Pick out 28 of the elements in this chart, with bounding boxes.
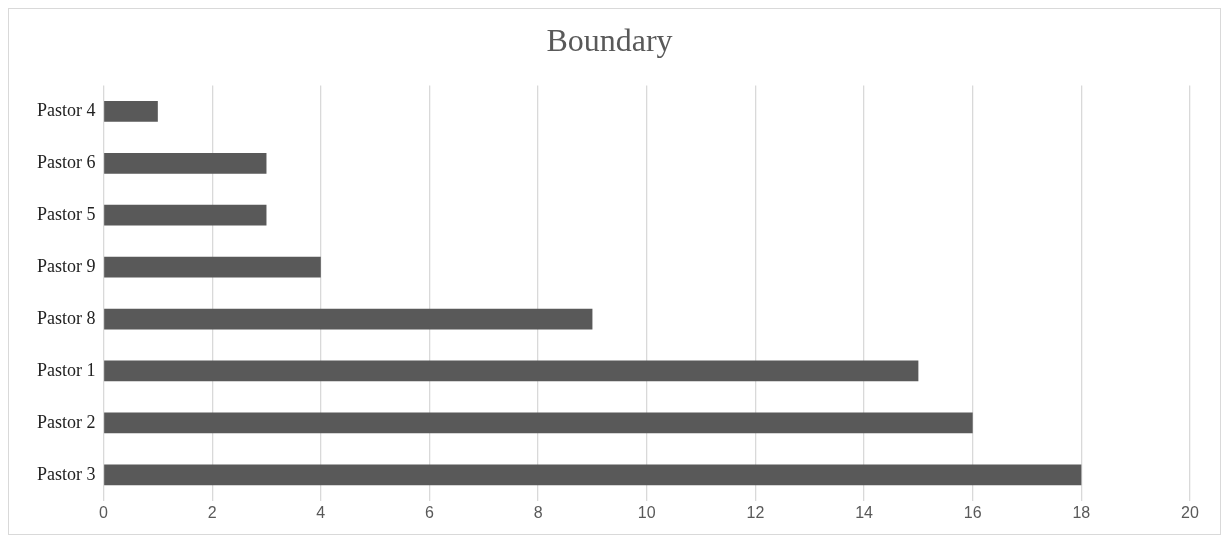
bar	[104, 360, 919, 382]
x-tick-label: 12	[746, 503, 765, 521]
bar	[104, 464, 1082, 486]
x-tick-label: 8	[533, 503, 543, 521]
chart-title: Boundary	[546, 21, 673, 58]
x-tick-label: 18	[1072, 503, 1091, 521]
y-tick-label: Pastor 1	[37, 359, 96, 380]
x-tick-label: 10	[637, 503, 656, 521]
x-tick-label: 14	[855, 503, 874, 521]
bar	[104, 100, 158, 122]
x-tick-label: 4	[316, 503, 326, 521]
y-tick-label: Pastor 8	[37, 307, 96, 328]
y-tick-label: Pastor 9	[37, 255, 96, 276]
y-tick-label: Pastor 5	[37, 203, 96, 224]
y-tick-label: Pastor 2	[37, 411, 96, 432]
x-tick-label: 6	[425, 503, 434, 521]
x-tick-label: 2	[207, 503, 217, 521]
x-tick-label: 16	[963, 503, 982, 521]
y-tick-label: Pastor 6	[37, 152, 96, 173]
bar	[104, 152, 267, 174]
x-tick-label: 0	[99, 503, 109, 521]
x-tick-label: 20	[1181, 503, 1199, 521]
bar	[104, 412, 973, 434]
bar	[104, 256, 321, 278]
bar	[104, 204, 267, 226]
bar	[104, 308, 593, 330]
y-tick-label: Pastor 4	[37, 100, 96, 121]
y-tick-label: Pastor 3	[37, 463, 96, 484]
